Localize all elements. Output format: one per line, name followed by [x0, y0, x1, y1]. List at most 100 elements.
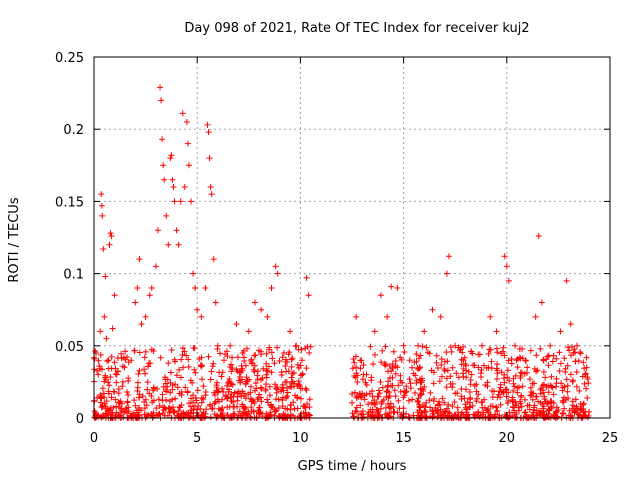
band-point [98, 404, 105, 411]
band-point [149, 399, 156, 406]
band-point [518, 392, 525, 399]
band-point [455, 344, 462, 351]
band-point [514, 355, 521, 362]
band-point [101, 378, 108, 385]
band-point [379, 347, 386, 354]
data-point [210, 256, 217, 263]
band-point [234, 354, 241, 361]
band-point [361, 396, 368, 403]
band-point [178, 392, 185, 399]
band-point [565, 344, 572, 351]
band-point [296, 413, 303, 420]
band-point [517, 374, 524, 381]
band-point [191, 366, 198, 373]
band-point [548, 405, 555, 412]
band-point [211, 411, 218, 418]
data-point [299, 371, 306, 378]
band-point [112, 371, 119, 378]
band-point [422, 408, 429, 415]
band-point [269, 355, 276, 362]
band-point [477, 370, 484, 377]
band-point [523, 369, 530, 376]
band-point [166, 398, 173, 405]
band-point [372, 401, 379, 408]
band-point [565, 395, 572, 402]
band-point [510, 387, 517, 394]
band-point [263, 360, 270, 367]
band-point [522, 357, 529, 364]
band-point [251, 352, 258, 359]
band-point [517, 369, 524, 376]
band-point [231, 411, 238, 418]
band-point [254, 372, 261, 379]
data-point [363, 371, 370, 378]
band-point [583, 385, 590, 392]
band-point [494, 375, 501, 382]
band-point [544, 353, 551, 360]
data-point [501, 253, 508, 260]
band-point [410, 370, 417, 377]
band-point [498, 369, 505, 376]
band-point [369, 393, 376, 400]
band-point [272, 381, 279, 388]
band-point [406, 376, 413, 383]
data-point [98, 202, 105, 209]
band-point [582, 370, 589, 377]
band-point [99, 403, 106, 410]
band-point [573, 368, 580, 375]
data-point [429, 306, 436, 313]
band-point [413, 351, 420, 358]
band-point [441, 365, 448, 372]
band-point [447, 344, 454, 351]
band-point [197, 362, 204, 369]
band-point [273, 385, 280, 392]
band-point [539, 405, 546, 412]
band-point [392, 370, 399, 377]
band-point [553, 375, 560, 382]
data-point [221, 357, 228, 364]
band-point [470, 362, 477, 369]
band-point [434, 408, 441, 415]
band-point [444, 358, 451, 365]
band-point [417, 413, 424, 420]
band-point [295, 364, 302, 371]
band-point [533, 352, 540, 359]
band-point [244, 345, 251, 352]
band-point [577, 350, 584, 357]
band-point [239, 367, 246, 374]
band-point [98, 414, 105, 421]
band-point [144, 386, 151, 393]
data-point [175, 241, 182, 248]
band-point [574, 405, 581, 412]
band-point [179, 351, 186, 358]
band-point [389, 374, 396, 381]
band-point [527, 347, 534, 354]
data-point [160, 162, 167, 169]
band-point [288, 363, 295, 370]
data-point [245, 328, 252, 335]
band-point [242, 404, 249, 411]
band-point [478, 366, 485, 373]
band-point [420, 388, 427, 395]
band-point [441, 408, 448, 415]
band-point [396, 405, 403, 412]
band-point [566, 347, 573, 354]
band-point [456, 347, 463, 354]
band-point [198, 376, 205, 383]
band-point [439, 395, 446, 402]
band-point [564, 382, 571, 389]
band-point [187, 410, 194, 417]
band-point [389, 364, 396, 371]
band-point [462, 360, 469, 367]
band-point [351, 389, 358, 396]
data-point [163, 212, 170, 219]
band-point [248, 356, 255, 363]
band-point [501, 379, 508, 386]
band-point [484, 407, 491, 414]
data-point [535, 233, 542, 240]
band-point [577, 401, 584, 408]
band-point [290, 399, 297, 406]
band-point [583, 354, 590, 361]
band-point [182, 384, 189, 391]
band-point [266, 392, 273, 399]
